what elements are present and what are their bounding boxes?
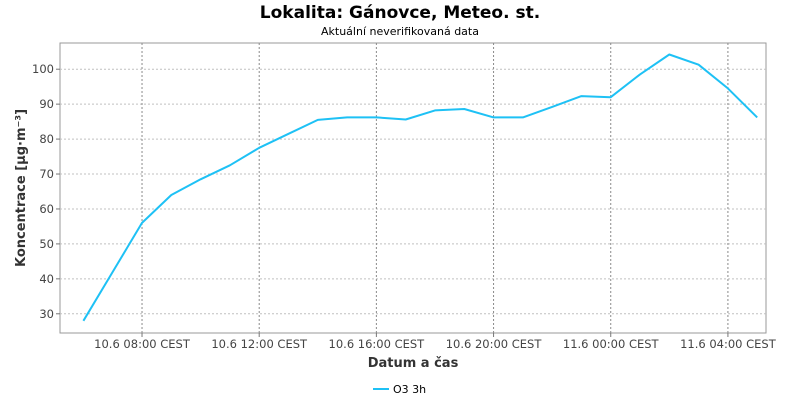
x-tick-label: 11.6 04:00 CEST	[680, 337, 777, 351]
legend-entry-o3-3h: O3 3h	[393, 383, 426, 396]
grid	[60, 43, 766, 333]
y-tick-label: 50	[39, 237, 54, 251]
x-tick-label: 10.6 12:00 CEST	[211, 337, 308, 351]
chart-title: Lokalita: Gánovce, Meteo. st.	[260, 3, 540, 23]
y-tick-label: 40	[39, 272, 54, 286]
x-tick-label: 11.6 00:00 CEST	[563, 337, 660, 351]
legend: O3 3h	[373, 383, 426, 396]
y-tick-label: 70	[39, 167, 54, 181]
y-tick-label: 100	[32, 62, 54, 76]
x-tick-label: 10.6 20:00 CEST	[446, 337, 543, 351]
x-tick-label: 10.6 16:00 CEST	[329, 337, 426, 351]
series-line-o3-3h	[82, 53, 758, 322]
y-tick-label: 80	[39, 132, 54, 146]
axes: 30 40 50 60 70 80 90 100 10.6 08:00 CEST 10.6 12:…	[32, 62, 777, 351]
y-tick-label: 30	[39, 307, 54, 321]
x-tick-label: 10.6 08:00 CEST	[94, 337, 191, 351]
x-axis-label: Datum a čas	[368, 356, 459, 371]
y-tick-label: 60	[39, 202, 54, 216]
series-layer	[82, 53, 758, 322]
y-axis-label: Koncentrace [µg·m⁻³]	[14, 109, 29, 267]
y-tick-label: 90	[39, 97, 54, 111]
chart-subtitle: Aktuální neverifikovaná data	[321, 25, 479, 38]
plot-area	[59, 42, 767, 334]
